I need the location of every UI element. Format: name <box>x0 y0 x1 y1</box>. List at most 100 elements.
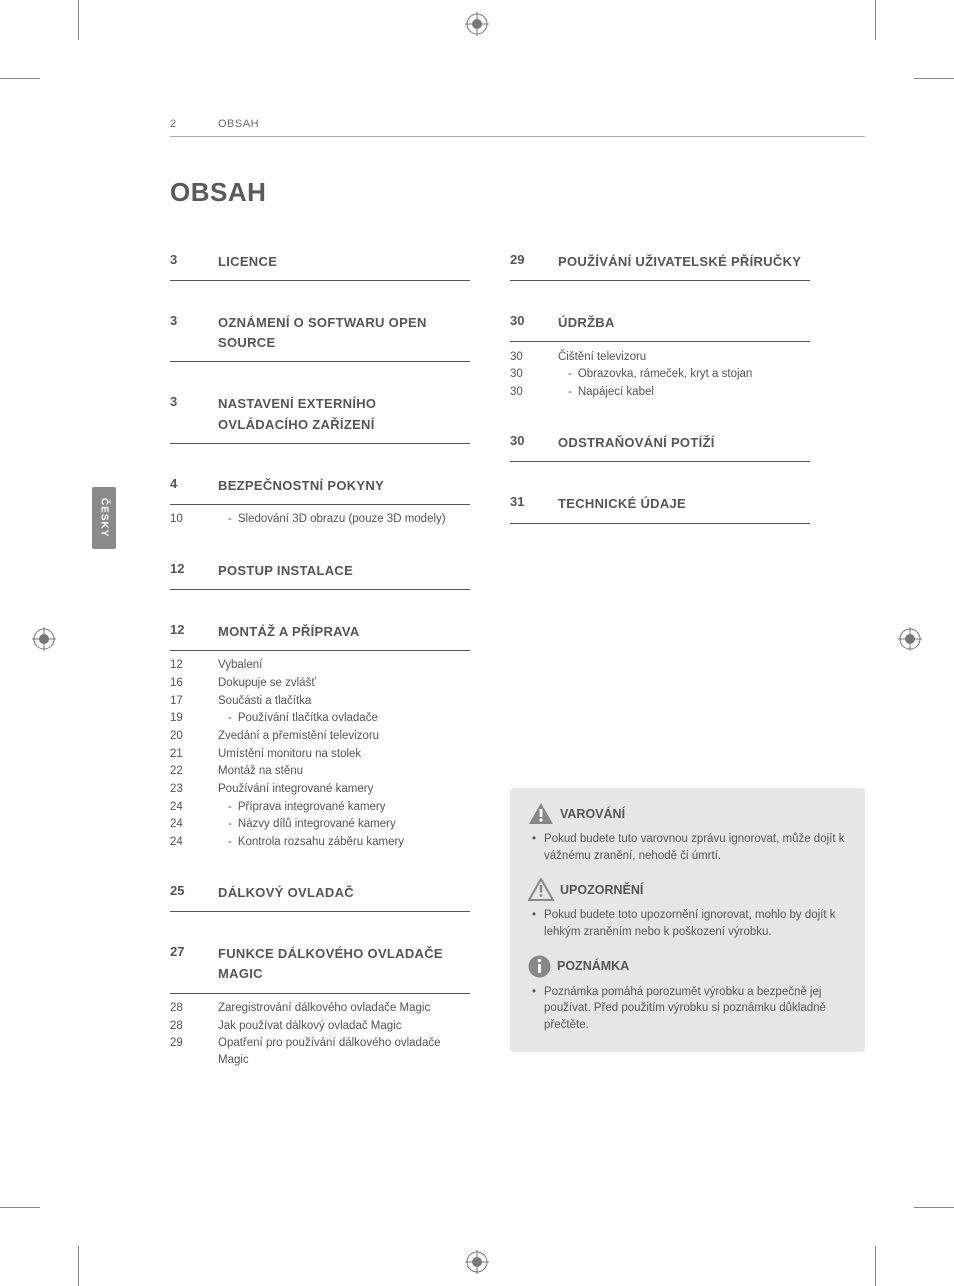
toc-section-head: 4BEZPEČNOSTNÍ POKYNY <box>170 470 470 505</box>
toc-sub-item: 29Opatření pro používání dálkového ovlad… <box>170 1035 470 1069</box>
toc-section-page: 4 <box>170 476 218 491</box>
toc-sub-item: 24-Kontrola rozsahu záběru kamery <box>170 834 470 852</box>
notice-body: •Pokud budete tuto varovnou zprávu ignor… <box>528 831 847 864</box>
page-number: 2 <box>170 118 218 130</box>
toc-section-title: OZNÁMENÍ O SOFTWARU OPEN SOURCE <box>218 313 470 353</box>
toc-section-title: MONTÁŽ A PŘÍPRAVA <box>218 622 360 642</box>
toc-sub-page: 28 <box>170 1018 218 1035</box>
toc-section-page: 27 <box>170 944 218 959</box>
toc-section-title: BEZPEČNOSTNÍ POKYNY <box>218 476 384 496</box>
toc-section-head: 31TECHNICKÉ ÚDAJE <box>510 488 810 523</box>
toc-sub-page: 28 <box>170 1000 218 1017</box>
language-tab: ČESKY <box>92 487 116 549</box>
toc-section-page: 30 <box>510 433 558 448</box>
toc-section-head: 3LICENCE <box>170 246 470 281</box>
toc-section-head: 29POUŽÍVÁNÍ UŽIVATELSKÉ PŘÍRUČKY <box>510 246 810 281</box>
toc-section-page: 29 <box>510 252 558 267</box>
notice-head: UPOZORNĚNÍ <box>528 878 847 901</box>
notice-head: POZNÁMKA <box>528 955 847 978</box>
notice-item: POZNÁMKA•Poznámka pomáhá porozumět výrob… <box>528 955 847 1034</box>
toc-section-page: 3 <box>170 313 218 328</box>
toc-section-title: NASTAVENÍ EXTERNÍHO OVLÁDACÍHO ZAŘÍZENÍ <box>218 394 470 434</box>
toc-sub-text: -Používání tlačítka ovladače <box>218 710 470 727</box>
toc-sub-text: -Sledování 3D obrazu (pouze 3D modely) <box>218 511 470 528</box>
toc-sub-text: -Názvy dílů integrované kamery <box>218 816 470 833</box>
toc-column-left: 3LICENCE3OZNÁMENÍ O SOFTWARU OPEN SOURCE… <box>170 246 470 1069</box>
toc-sub-text: -Napájecí kabel <box>558 384 810 401</box>
toc-sub-item: 19-Používání tlačítka ovladače <box>170 710 470 728</box>
notice-text: Pokud budete tuto varovnou zprávu ignoro… <box>544 831 847 864</box>
toc-section-title: LICENCE <box>218 252 277 272</box>
registration-mark-icon <box>465 12 489 36</box>
toc-sub-text: Vybalení <box>218 657 470 674</box>
warning-outline-icon <box>528 878 554 901</box>
toc-section-title: POSTUP INSTALACE <box>218 561 353 581</box>
toc-sub-item: 28Zaregistrování dálkového ovladače Magi… <box>170 1000 470 1018</box>
toc-section-title: POUŽÍVÁNÍ UŽIVATELSKÉ PŘÍRUČKY <box>558 252 801 272</box>
toc-sub-text: -Kontrola rozsahu záběru kamery <box>218 834 470 851</box>
header-section: OBSAH <box>218 118 259 130</box>
notice-title: POZNÁMKA <box>557 959 629 973</box>
toc-section-page: 3 <box>170 252 218 267</box>
registration-mark-icon <box>898 627 922 651</box>
toc-section-page: 12 <box>170 561 218 576</box>
toc-sub-item: 21Umístění monitoru na stolek <box>170 745 470 763</box>
toc-sub-page: 12 <box>170 657 218 674</box>
toc-sub-page: 20 <box>170 728 218 745</box>
toc-section-page: 25 <box>170 883 218 898</box>
language-tab-label: ČESKY <box>99 498 110 537</box>
toc-sub-page: 21 <box>170 746 218 763</box>
notice-text: Poznámka pomáhá porozumět výrobku a bezp… <box>544 984 847 1034</box>
toc-sub-text: Umístění monitoru na stolek <box>218 746 470 763</box>
toc-sub-item: 20Zvedání a přemístění televizoru <box>170 727 470 745</box>
toc-sub-item: 17Součásti a tlačítka <box>170 692 470 710</box>
toc-sub-text: Používání integrované kamery <box>218 781 470 798</box>
toc-section-page: 3 <box>170 394 218 409</box>
toc-sub-page: 23 <box>170 781 218 798</box>
toc-sub-text: -Obrazovka, rámeček, kryt a stojan <box>558 366 810 383</box>
toc-sub-list: 30Čištění televizoru30-Obrazovka, rámeče… <box>510 348 810 401</box>
warning-fill-icon <box>528 802 554 825</box>
notice-body: •Pokud budete toto upozornění ignorovat,… <box>528 907 847 940</box>
page-header: 2 OBSAH <box>170 118 865 137</box>
toc-sub-text: Jak používat dálkový ovladač Magic <box>218 1018 470 1035</box>
notice-head: VAROVÁNÍ <box>528 802 847 825</box>
toc-sub-page: 30 <box>510 349 558 366</box>
toc-sub-item: 22Montáž na stěnu <box>170 763 470 781</box>
toc-sub-page: 30 <box>510 384 558 401</box>
toc-sub-item: 30-Obrazovka, rámeček, kryt a stojan <box>510 366 810 384</box>
toc-sub-page: 30 <box>510 366 558 383</box>
toc-section-title: DÁLKOVÝ OVLADAČ <box>218 883 354 903</box>
notice-text: Pokud budete toto upozornění ignorovat, … <box>544 907 847 940</box>
toc-sub-page: 17 <box>170 693 218 710</box>
notice-item: UPOZORNĚNÍ •Pokud budete toto upozornění … <box>528 878 847 940</box>
toc-sub-item: 16Dokupuje se zvlášť <box>170 674 470 692</box>
toc-sub-item: 12Vybalení <box>170 657 470 675</box>
toc-sub-text: Zaregistrování dálkového ovladače Magic <box>218 1000 470 1017</box>
toc-sub-page: 24 <box>170 799 218 816</box>
toc-sub-text: Čištění televizoru <box>558 349 810 366</box>
notice-box: VAROVÁNÍ •Pokud budete tuto varovnou zprá… <box>510 788 865 1052</box>
toc-section-page: 31 <box>510 494 558 509</box>
toc-sub-text: Zvedání a přemístění televizoru <box>218 728 470 745</box>
notice-title: UPOZORNĚNÍ <box>560 883 643 897</box>
toc-section-head: 25DÁLKOVÝ OVLADAČ <box>170 877 470 912</box>
toc-sub-page: 24 <box>170 816 218 833</box>
toc-section-head: 30ÚDRŽBA <box>510 307 810 342</box>
toc-sub-page: 10 <box>170 511 218 528</box>
toc-section-title: TECHNICKÉ ÚDAJE <box>558 494 686 514</box>
toc-section-title: ÚDRŽBA <box>558 313 615 333</box>
toc-sub-item: 30Čištění televizoru <box>510 348 810 366</box>
toc-section-head: 3OZNÁMENÍ O SOFTWARU OPEN SOURCE <box>170 307 470 362</box>
toc-sub-text: Dokupuje se zvlášť <box>218 675 470 692</box>
notice-title: VAROVÁNÍ <box>560 807 625 821</box>
toc-sub-item: 24-Příprava integrované kamery <box>170 798 470 816</box>
toc-sub-list: 28Zaregistrování dálkového ovladače Magi… <box>170 1000 470 1070</box>
toc-section-title: FUNKCE DÁLKOVÉHO OVLADAČE MAGIC <box>218 944 470 984</box>
registration-mark-icon <box>32 627 56 651</box>
toc-sub-page: 24 <box>170 834 218 851</box>
toc-sub-item: 10-Sledování 3D obrazu (pouze 3D modely) <box>170 511 470 529</box>
toc-section-head: 30ODSTRAŇOVÁNÍ POTÍŽÍ <box>510 427 810 462</box>
toc-section-page: 30 <box>510 313 558 328</box>
note-icon <box>528 955 551 978</box>
